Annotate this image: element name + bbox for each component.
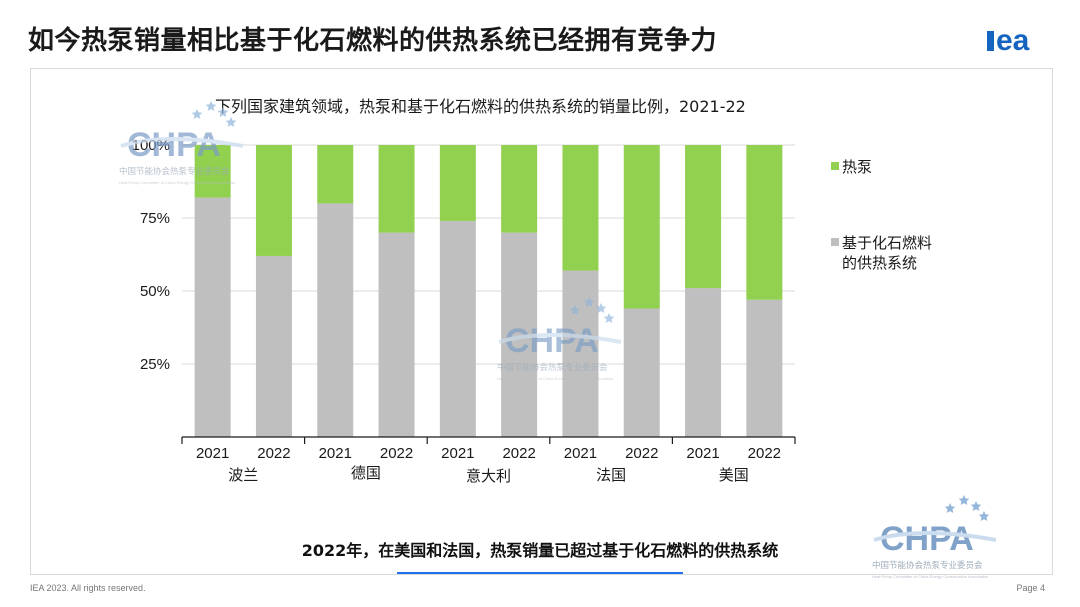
bar-segment xyxy=(623,308,660,437)
bar-segment xyxy=(562,145,599,271)
x-tick-label: 2021 xyxy=(319,445,352,462)
iea-logo: ea xyxy=(987,24,1030,54)
x-tick-label: 2021 xyxy=(441,445,474,462)
chart-note: 2022年，在美国和法国，热泵销量已超过基于化石燃料的供热系统 xyxy=(301,541,779,560)
slide-title: 如今热泵销量相比基于化石燃料的供热系统已经拥有竞争力 xyxy=(28,26,718,56)
group-labels: 波兰 德国 意大利 法国 美国 xyxy=(228,464,748,485)
group-label: 意大利 xyxy=(466,467,511,485)
x-tick-label: 2021 xyxy=(564,445,597,462)
group-label: 德国 xyxy=(351,464,381,482)
copyright: IEA 2023. All rights reserved. xyxy=(30,583,146,593)
group-label: 波兰 xyxy=(228,466,258,484)
x-tick-labels: 2021 2022 2021 2022 2021 2022 2021 2022 2021 2022 xyxy=(196,445,781,462)
y-tick-label: 75% xyxy=(140,210,170,227)
y-tick-label: 25% xyxy=(140,356,170,373)
bar-segment xyxy=(194,145,231,198)
x-tick-label: 2021 xyxy=(196,445,229,462)
bars xyxy=(194,145,783,437)
y-tick-label: 100% xyxy=(132,137,170,154)
x-tick-label: 2022 xyxy=(748,445,781,462)
x-tick-label: 2022 xyxy=(380,445,413,462)
legend-label-fossil-line2: 的供热系统 xyxy=(842,254,918,272)
bar-segment xyxy=(501,145,538,233)
iea-logo-bar xyxy=(987,31,994,51)
legend-label-fossil-line1: 基于化石燃料 xyxy=(842,234,933,252)
x-tick-label: 2022 xyxy=(502,445,535,462)
bar-segment xyxy=(317,145,354,204)
bar-segment xyxy=(623,145,660,309)
x-tick-label: 2021 xyxy=(686,445,719,462)
x-tick-label: 2022 xyxy=(257,445,290,462)
bar-segment xyxy=(255,255,292,437)
legend-label-heat-pump: 热泵 xyxy=(842,158,873,176)
chart-title: 下列国家建筑领域，热泵和基于化石燃料的供热系统的销量比例，2021-22 xyxy=(215,97,746,116)
iea-logo-text: ea xyxy=(996,24,1030,54)
bar-segment xyxy=(562,270,599,437)
bar-segment xyxy=(501,232,538,437)
bar-segment xyxy=(439,145,476,221)
accent-line xyxy=(397,572,683,574)
bar-segment xyxy=(685,145,722,289)
bar-segment xyxy=(685,288,722,437)
bar-segment xyxy=(317,203,354,437)
bar-segment xyxy=(378,232,415,437)
y-tick-labels: 25% 50% 75% 100% xyxy=(132,137,170,373)
bar-segment xyxy=(378,145,415,233)
y-tick-label: 50% xyxy=(140,283,170,300)
legend-swatch-heat-pump xyxy=(831,162,839,170)
x-tick-label: 2022 xyxy=(625,445,658,462)
bar-segment xyxy=(255,145,292,256)
legend-swatch-fossil xyxy=(831,238,839,246)
bar-segment xyxy=(194,197,231,437)
x-axis xyxy=(181,436,796,444)
bar-segment xyxy=(746,299,783,437)
bar-segment xyxy=(746,145,783,300)
group-label: 美国 xyxy=(719,466,749,484)
page-number: Page 4 xyxy=(1016,583,1045,593)
bar-segment xyxy=(439,220,476,437)
group-label: 法国 xyxy=(596,466,626,484)
